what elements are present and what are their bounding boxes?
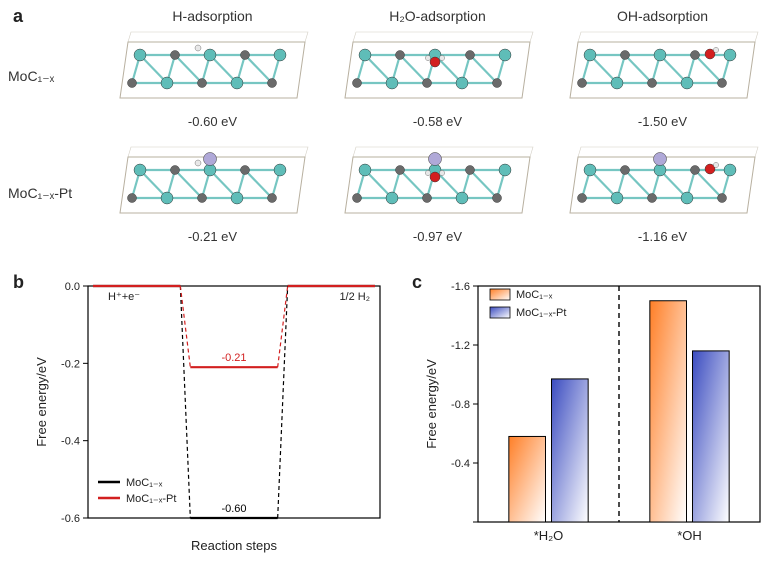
svg-text:H⁺+e⁻: H⁺+e⁻ [108, 291, 140, 303]
svg-text:-0.8: -0.8 [451, 399, 470, 411]
structure-r1c2 [335, 30, 540, 110]
col-header-2: OH-adsorption [560, 8, 765, 24]
svg-text:MoC₁₋ₓ: MoC₁₋ₓ [516, 289, 553, 301]
svg-text:-0.6: -0.6 [61, 513, 80, 525]
structure-r2c3 [560, 145, 765, 225]
row-label-1: MoC₁₋ₓ-Pt [8, 185, 72, 202]
energy-r1c1: -0.60 eV [110, 114, 315, 129]
structure-r2c2 [335, 145, 540, 225]
svg-text:MoC₁₋ₓ-Pt: MoC₁₋ₓ-Pt [516, 307, 566, 319]
panel-b-label: b [13, 272, 24, 293]
panel-a-label: a [13, 6, 23, 27]
svg-text:-0.2: -0.2 [61, 358, 80, 370]
svg-text:Free energy/eV: Free energy/eV [34, 357, 49, 447]
row-label-0: MoC₁₋ₓ [8, 68, 54, 85]
panel-c-chart: -0.4 -0.8 -1.2 -1.6 Free energy/eV *H₂O *OH MoC… [420, 278, 770, 558]
svg-text:*OH: *OH [677, 528, 702, 543]
svg-text:*H₂O: *H₂O [534, 528, 564, 543]
svg-text:MoC₁₋ₓ-Pt: MoC₁₋ₓ-Pt [126, 493, 176, 505]
svg-text:0.0: 0.0 [65, 281, 80, 293]
structure-r1c1 [110, 30, 315, 110]
svg-text:-0.4: -0.4 [61, 436, 80, 448]
svg-text:-0.60: -0.60 [221, 503, 246, 515]
svg-text:-1.2: -1.2 [451, 340, 470, 352]
svg-text:1/2 H₂: 1/2 H₂ [339, 291, 370, 303]
svg-text:-0.4: -0.4 [451, 458, 470, 470]
col-header-0: H-adsorption [110, 8, 315, 24]
energy-r1c2: -0.58 eV [335, 114, 540, 129]
svg-text:Reaction steps: Reaction steps [191, 538, 277, 553]
col-header-1: H₂O-adsorption [335, 8, 540, 24]
structure-r1c3 [560, 30, 765, 110]
structure-r2c1 [110, 145, 315, 225]
energy-r2c3: -1.16 eV [560, 229, 765, 244]
energy-r1c3: -1.50 eV [560, 114, 765, 129]
panel-b-chart: 0.0 -0.2 -0.4 -0.6 Free energy/eV Reaction st… [30, 278, 390, 558]
svg-text:MoC₁₋ₓ: MoC₁₋ₓ [126, 477, 163, 489]
energy-r2c1: -0.21 eV [110, 229, 315, 244]
svg-text:Free energy/eV: Free energy/eV [424, 359, 439, 449]
energy-r2c2: -0.97 eV [335, 229, 540, 244]
svg-text:-0.21: -0.21 [221, 352, 246, 364]
svg-text:-1.6: -1.6 [451, 281, 470, 293]
